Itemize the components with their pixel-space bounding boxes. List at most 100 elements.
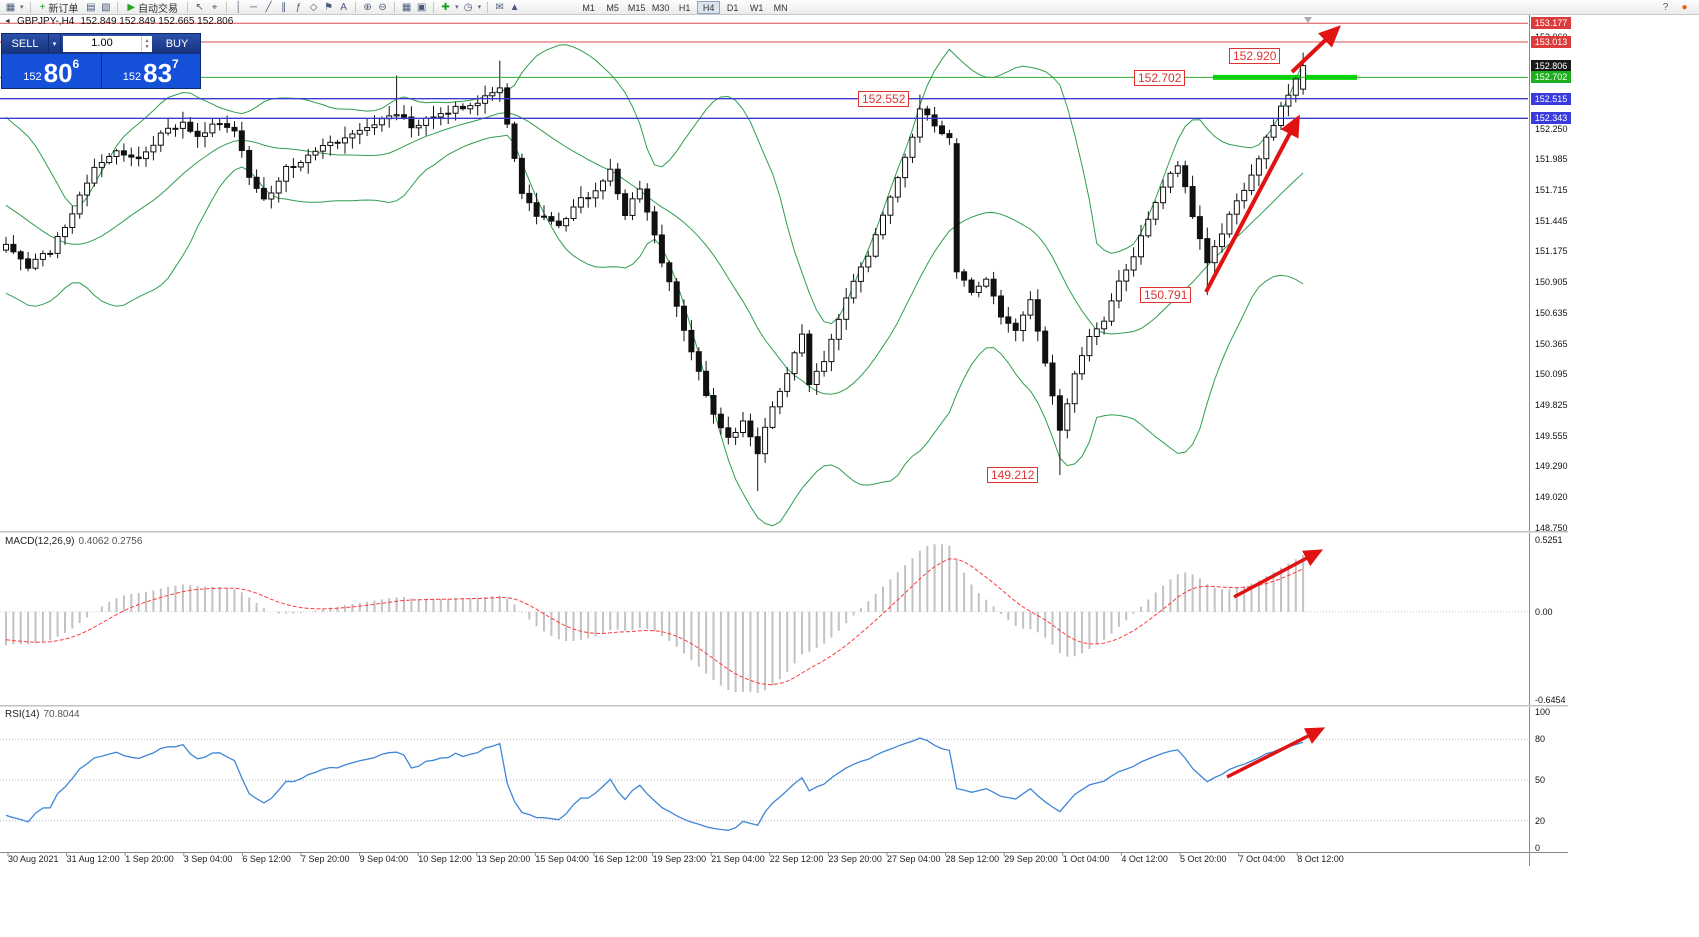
zoom-out-icon[interactable]: ⊖: [376, 1, 389, 14]
timeframe-h1[interactable]: H1: [678, 2, 691, 13]
price-trend-arrow-2[interactable]: [1290, 25, 1341, 74]
tile-windows-icon[interactable]: ▦: [400, 1, 413, 14]
vertical-line-icon-icon: │: [235, 1, 242, 13]
equidistant-channel-icon-icon: ∥: [281, 1, 287, 13]
macd-signal-line: [5, 558, 1304, 686]
volume-spinner[interactable]: ▲ ▼: [141, 36, 152, 52]
panel-splitter-rsi[interactable]: [0, 705, 1568, 707]
ask-pipette: 7: [172, 57, 179, 71]
price-annotation-152.702[interactable]: 152.702: [1134, 70, 1186, 86]
zoom-in-icon[interactable]: ⊕: [361, 1, 374, 14]
rsi-trend-arrow[interactable]: [1226, 727, 1326, 779]
price-tag-152.343: 152.343: [1531, 112, 1571, 125]
buy-button[interactable]: BUY: [165, 38, 189, 50]
panel-splitter-macd[interactable]: [0, 531, 1568, 533]
one-click-collapse-toggle[interactable]: ◄: [4, 18, 11, 25]
periods-icon[interactable]: ◷: [462, 1, 475, 14]
dropdown-caret-icon[interactable]: ▾: [455, 4, 459, 11]
toolbar-separator: [29, 1, 31, 13]
equidistant-channel-icon[interactable]: ∥: [277, 1, 290, 14]
price-axis-label: 151.445: [1535, 215, 1568, 226]
macd-trend-arrow[interactable]: [1233, 549, 1324, 599]
bid-ask-prices: 152 80 6 152 83 7: [2, 54, 200, 88]
cursor-icon-icon: ↖: [195, 1, 204, 13]
tile-windows-icon-icon: ▦: [401, 1, 412, 13]
timeframe-h4[interactable]: H4: [697, 0, 721, 14]
price-annotation-150.791[interactable]: 150.791: [1140, 287, 1192, 303]
notification-icon[interactable]: ●: [1681, 1, 1688, 13]
time-label: 1 Oct 04:00: [1062, 854, 1110, 864]
toolbar-separator: [226, 1, 228, 13]
profiles-icon-icon: ▧: [101, 1, 111, 13]
timeframe-m30[interactable]: M30: [651, 2, 670, 13]
cursor-icon[interactable]: ↖: [193, 1, 206, 14]
price-axis-label: 149.825: [1535, 400, 1568, 411]
bid-prefix: 152: [23, 71, 42, 83]
macd-scale-label: -0.6454: [1535, 695, 1566, 705]
shapes-icon-icon: ◇: [309, 1, 318, 13]
volume-input[interactable]: 1.00 ▲ ▼: [63, 36, 152, 52]
price-axis[interactable]: 153.060152.250151.985151.715151.445151.1…: [1530, 0, 1594, 870]
bollinger-bands: [5, 44, 1304, 527]
bid-price[interactable]: 152 80 6: [2, 54, 102, 88]
new-order-button[interactable]: + 新订单: [36, 1, 83, 15]
price-axis-label: 150.905: [1535, 277, 1568, 288]
price-axis-label: 151.985: [1535, 154, 1568, 165]
ask-price[interactable]: 152 83 7: [102, 54, 201, 88]
pointer-icon-icon: ▲: [509, 1, 520, 13]
dropdown-caret-icon[interactable]: ▾: [477, 4, 482, 11]
price-axis-label: 148.750: [1535, 522, 1568, 533]
symbol-timeframe-label: GBPJPY-,H4: [16, 16, 75, 27]
help-icon[interactable]: ?: [1662, 1, 1669, 13]
fibonacci-icon[interactable]: ƒ: [292, 1, 305, 14]
zoom-out-icon-icon: ⊖: [378, 1, 387, 13]
timeframe-d1[interactable]: D1: [726, 2, 739, 13]
mail-icon[interactable]: ✉: [493, 1, 506, 14]
timeframe-m5[interactable]: M5: [606, 2, 619, 13]
spinner-down-icon[interactable]: ▼: [144, 44, 150, 50]
time-label: 30 Aug 2021: [8, 854, 59, 864]
price-annotation-152.552[interactable]: 152.552: [858, 91, 910, 107]
toolbar-separator: [117, 1, 119, 13]
time-axis[interactable]: 30 Aug 2021 31 Aug 12:00 1 Sep 20:00 3 Sep …: [0, 854, 1529, 866]
sell-button[interactable]: SELL: [11, 38, 39, 50]
indicators-icon[interactable]: ✚: [439, 1, 452, 14]
new-window-icon[interactable]: ▣: [415, 1, 428, 14]
zoom-in-icon-icon: ⊕: [363, 1, 372, 13]
timeframe-w1[interactable]: W1: [749, 2, 764, 13]
time-label: 7 Sep 20:00: [301, 854, 350, 864]
price-trend-arrow-1[interactable]: [1204, 114, 1300, 293]
trendline-icon[interactable]: ╱: [262, 1, 275, 14]
timeframe-mn[interactable]: MN: [773, 2, 788, 13]
bollinger-upper-line: [5, 44, 1304, 325]
time-label: 16 Sep 12:00: [594, 854, 648, 864]
arrows-tool-icon[interactable]: ⚑: [322, 1, 335, 14]
timeframe-m1[interactable]: M1: [582, 2, 595, 13]
time-label: 21 Sep 04:00: [711, 854, 765, 864]
chart-header: ◄ GBPJPY-,H4 152.849 152.849 152.665 152…: [4, 16, 233, 27]
time-axis-border: [0, 852, 1568, 853]
rsi-scale-label: 50: [1535, 775, 1546, 785]
new-chart-icon[interactable]: ▦: [4, 1, 17, 14]
price-annotation-152.920[interactable]: 152.920: [1229, 48, 1281, 64]
spinner-up-icon[interactable]: ▲: [144, 38, 150, 44]
chart-shift-marker[interactable]: [1304, 17, 1312, 23]
timeframe-m15[interactable]: M15: [627, 2, 646, 13]
price-annotation-149.212[interactable]: 149.212: [987, 467, 1039, 483]
profiles-icon[interactable]: ▧: [99, 1, 112, 14]
charts-icon[interactable]: ▤: [84, 1, 97, 14]
time-label: 10 Sep 12:00: [418, 854, 472, 864]
chart-canvas[interactable]: [0, 0, 1529, 866]
dropdown-caret-icon[interactable]: ▾: [20, 4, 24, 11]
horizontal-line-icon[interactable]: ─: [247, 1, 260, 14]
vertical-line-icon[interactable]: │: [232, 1, 245, 14]
text-label-icon[interactable]: A: [337, 1, 350, 14]
order-type-dropdown-icon[interactable]: ▾: [48, 34, 61, 54]
crosshair-icon[interactable]: ⌖: [208, 1, 221, 14]
price-tag-153.177: 153.177: [1531, 17, 1571, 30]
shapes-icon[interactable]: ◇: [307, 1, 320, 14]
pointer-icon[interactable]: ▲: [508, 1, 521, 14]
autotrade-button[interactable]: ▶ 自动交易: [123, 1, 182, 15]
macd-name: MACD(12,26,9): [5, 536, 75, 547]
